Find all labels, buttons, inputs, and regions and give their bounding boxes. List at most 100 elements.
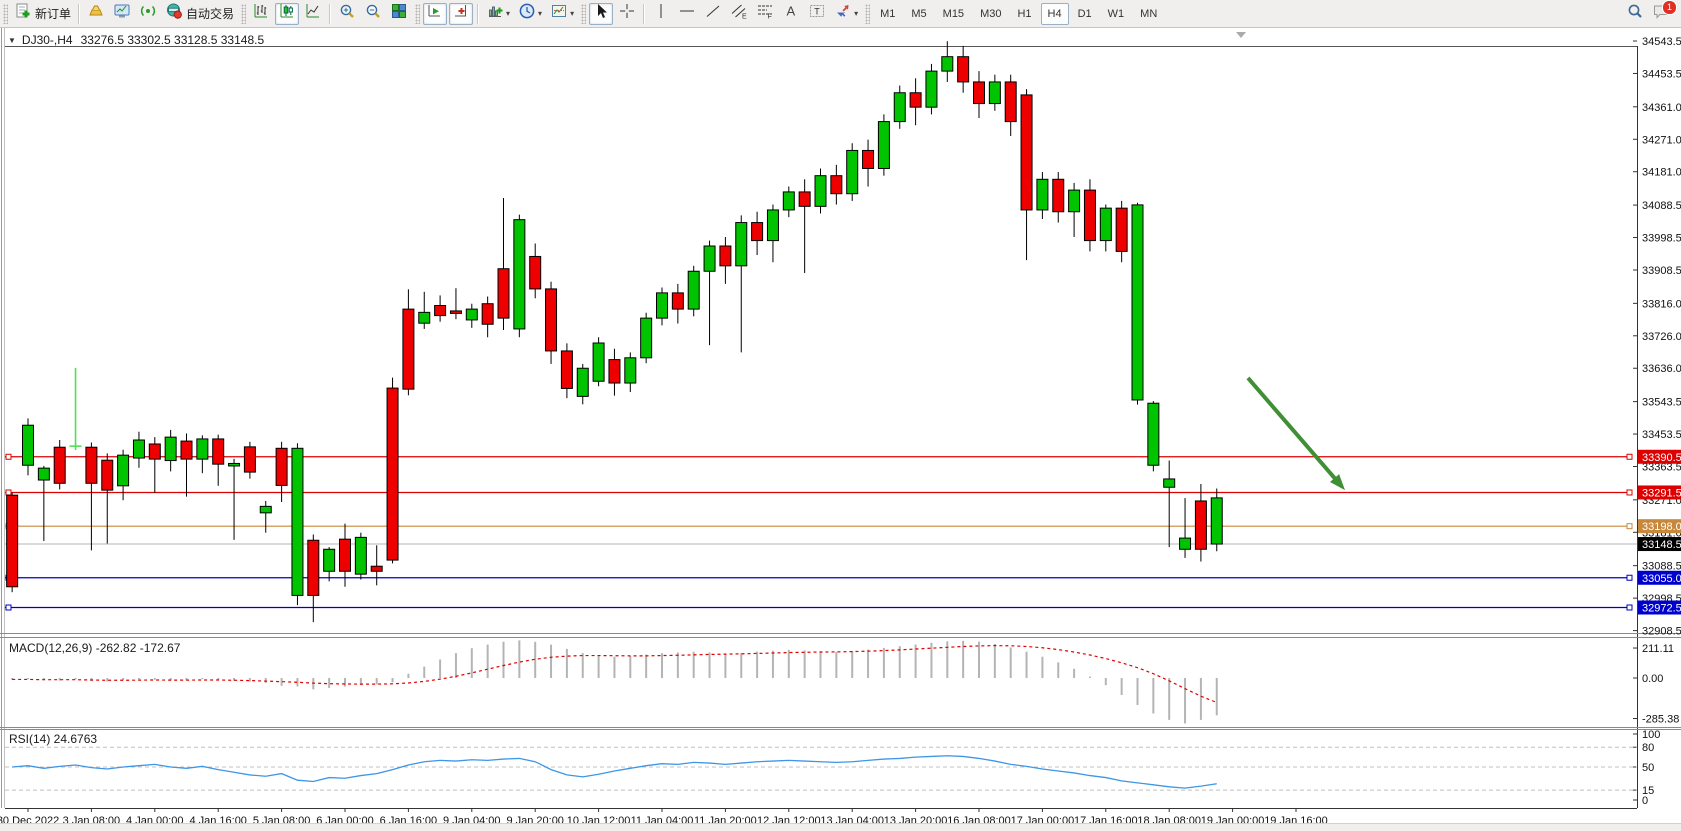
crosshair-button[interactable] xyxy=(615,3,639,25)
svg-text:33390.5: 33390.5 xyxy=(1642,452,1681,464)
fibonacci-button[interactable]: F xyxy=(753,3,777,25)
notification-badge: 1 xyxy=(1662,0,1677,15)
chart-window-button[interactable] xyxy=(110,3,134,25)
timeframe-m5[interactable]: M5 xyxy=(911,7,927,20)
line-chart-button[interactable] xyxy=(301,3,325,25)
toolbar-separator xyxy=(78,3,81,24)
svg-text:100: 100 xyxy=(1642,729,1660,741)
chart-ohlc-values: 33276.5 33302.5 33128.5 33148.5 xyxy=(80,33,265,47)
svg-text:33636.0: 33636.0 xyxy=(1642,363,1681,375)
chart-canvas[interactable]: ▼ DJ30-,H4 33276.5 33302.5 33128.5 33148… xyxy=(0,28,1681,827)
chevron-down-icon: ▾ xyxy=(854,9,859,18)
horizontal-line-button[interactable] xyxy=(675,3,699,25)
trendline-icon xyxy=(704,2,722,25)
vline-icon xyxy=(652,2,670,25)
svg-text:0.00: 0.00 xyxy=(1642,673,1663,685)
svg-text:33453.5: 33453.5 xyxy=(1642,429,1681,441)
svg-text:15: 15 xyxy=(1642,785,1654,797)
text-a-icon: A xyxy=(782,2,800,25)
toolbar-separator xyxy=(643,3,646,24)
toolbar-grip xyxy=(241,3,247,24)
svg-text:34453.5: 34453.5 xyxy=(1642,68,1681,80)
svg-text:33998.5: 33998.5 xyxy=(1642,233,1681,245)
chevron-down-icon: ▾ xyxy=(506,9,511,18)
svg-text:33198.0: 33198.0 xyxy=(1642,521,1681,533)
vertical-line-button[interactable] xyxy=(649,3,673,25)
timeframe-w1[interactable]: W1 xyxy=(1107,7,1125,20)
rsi-line xyxy=(12,755,1217,789)
bars-icon xyxy=(252,2,270,25)
market-watch-button[interactable] xyxy=(84,3,108,25)
crosshair-icon xyxy=(618,2,636,25)
signals-button[interactable] xyxy=(136,3,160,25)
timeframe-m1[interactable]: M1 xyxy=(880,7,896,20)
tile-windows-button[interactable] xyxy=(387,3,411,25)
cursor-button[interactable] xyxy=(589,2,614,25)
toolbar-grip xyxy=(865,3,871,24)
autoscroll-icon xyxy=(426,2,444,25)
chart-symbol-period: DJ30-,H4 xyxy=(21,33,73,47)
arrow-annotation[interactable] xyxy=(1246,376,1345,491)
macd-layer xyxy=(11,640,1218,724)
svg-text:34361.0: 34361.0 xyxy=(1642,102,1681,114)
svg-text:34181.0: 34181.0 xyxy=(1642,167,1681,179)
timeframe-h1[interactable]: H1 xyxy=(1017,7,1032,20)
chart-dropdown-icon[interactable]: ▼ xyxy=(8,35,16,45)
svg-text:34271.0: 34271.0 xyxy=(1642,134,1681,146)
text-button[interactable]: A xyxy=(779,3,803,25)
svg-text:T: T xyxy=(814,7,820,17)
text-label-button[interactable]: T xyxy=(805,3,829,25)
bar-chart-button[interactable] xyxy=(249,3,273,25)
trendline-button[interactable] xyxy=(701,3,725,25)
auto-trading-button[interactable]: 自动交易 xyxy=(162,3,237,25)
equidistant-channel-button[interactable]: E xyxy=(727,3,751,25)
chevron-down-icon: ▾ xyxy=(570,9,575,18)
zoom-in-button[interactable] xyxy=(335,3,359,25)
chart-shift-button[interactable] xyxy=(449,2,474,25)
label-t-icon: T xyxy=(808,2,826,25)
zoom-out-icon xyxy=(364,2,382,25)
chevron-down-icon: ▾ xyxy=(538,9,543,18)
zoom-out-button[interactable] xyxy=(361,3,385,25)
status-strip xyxy=(0,823,1681,831)
svg-text:33148.5: 33148.5 xyxy=(1642,539,1681,551)
toolbar-grip xyxy=(3,3,8,24)
svg-text:33726.0: 33726.0 xyxy=(1642,331,1681,343)
zoom-in-icon xyxy=(338,2,356,25)
timeframe-mn[interactable]: MN xyxy=(1140,7,1158,20)
candle-chart-button[interactable] xyxy=(275,2,300,25)
templates-button[interactable]: ▾ xyxy=(547,3,577,25)
notifications-button[interactable]: 1 xyxy=(1649,0,1677,25)
timeframe-m30[interactable]: M30 xyxy=(980,7,1002,20)
channel-icon: E xyxy=(730,2,748,25)
template-icon xyxy=(550,2,568,25)
rsi-indicator-label: RSI(14) 24.6763 xyxy=(9,732,98,746)
svg-text:0: 0 xyxy=(1642,795,1648,807)
svg-text:50: 50 xyxy=(1642,762,1654,774)
svg-text:32908.5: 32908.5 xyxy=(1642,626,1681,638)
svg-text:E: E xyxy=(742,14,747,21)
toolbar-separator xyxy=(477,3,480,24)
line-chart-icon xyxy=(304,2,322,25)
svg-text:211.11: 211.11 xyxy=(1642,643,1674,655)
timeframe-m15[interactable]: M15 xyxy=(942,7,965,20)
tile-icon xyxy=(390,2,408,25)
autotrade-icon xyxy=(165,2,183,25)
timeframe-d1[interactable]: D1 xyxy=(1077,7,1092,20)
macd-indicator-label: MACD(12,26,9) -262.82 -172.67 xyxy=(9,641,181,655)
arrows-button[interactable]: ▾ xyxy=(831,3,861,25)
new-order-button[interactable]: 新订单 xyxy=(11,3,74,25)
auto-scroll-button[interactable] xyxy=(423,2,448,25)
svg-text:32972.5: 32972.5 xyxy=(1642,603,1681,615)
search-button[interactable] xyxy=(1623,3,1647,25)
svg-text:33055.0: 33055.0 xyxy=(1642,573,1681,585)
gold-icon xyxy=(87,2,105,25)
indicators-button[interactable]: ▾ xyxy=(483,3,513,25)
timeframe-h4[interactable]: H4 xyxy=(1040,2,1069,25)
svg-text:34543.5: 34543.5 xyxy=(1642,36,1681,48)
svg-text:33543.5: 33543.5 xyxy=(1642,397,1681,409)
periods-button[interactable]: ▾ xyxy=(515,3,545,25)
svg-text:80: 80 xyxy=(1642,742,1654,754)
chart-title: ▼ DJ30-,H4 33276.5 33302.5 33128.5 33148… xyxy=(8,33,264,47)
